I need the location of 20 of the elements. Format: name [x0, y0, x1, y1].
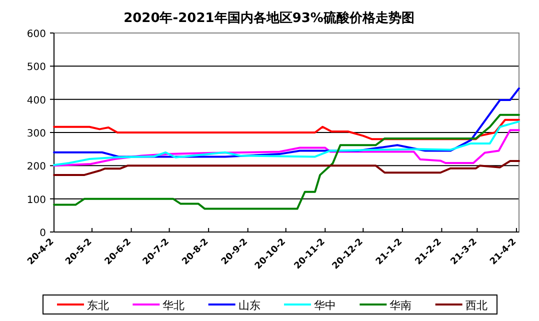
legend-label: 西北 [465, 299, 488, 312]
legend-label: 华北 [162, 299, 185, 312]
line-series [53, 160, 520, 176]
y-tick-label: 300 [26, 128, 46, 140]
line-series [53, 87, 520, 158]
line-series [53, 118, 520, 140]
y-tick-label: 500 [26, 62, 46, 74]
legend-label: 山东 [238, 299, 260, 312]
y-tick-label: 200 [26, 162, 46, 173]
legend-label: 华中 [314, 299, 336, 312]
y-tick-label: 0 [40, 228, 46, 239]
line-series [53, 129, 520, 167]
y-tick-label: 600 [26, 29, 46, 40]
y-tick-label: 400 [26, 95, 46, 106]
line-series [53, 114, 520, 210]
legend-label: 东北 [87, 299, 109, 312]
chart-title: 2020年-2021年国内各地区93%硫酸价格走势图 [124, 10, 414, 26]
line-series [53, 120, 520, 166]
legend-label: 华南 [390, 299, 412, 312]
y-tick-label: 100 [26, 194, 46, 206]
